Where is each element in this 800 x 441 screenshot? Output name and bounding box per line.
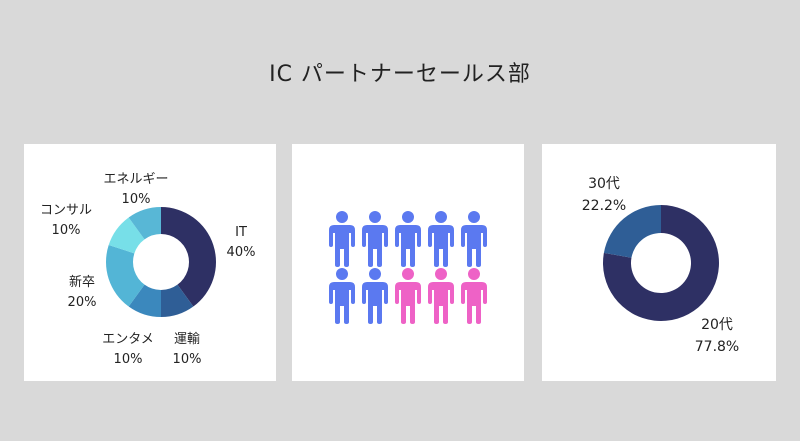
industry-donut-card: IT 40% 運輸 10% エンタメ 10% 新卒 20% コンサル 10% エネルギー 10%: [24, 144, 276, 381]
slice-label-1: 30代: [588, 176, 620, 192]
slice-value-1: 10%: [173, 352, 202, 367]
person-icon: [329, 268, 355, 324]
person-icon: [428, 268, 454, 324]
people-pictograph: [329, 211, 487, 324]
donut-slice-1: [161, 284, 194, 317]
donut-slice-3: [106, 245, 145, 307]
age-donut-card: 20代 77.8% 30代 22.2%: [542, 144, 776, 381]
slice-value-4: 10%: [52, 223, 81, 238]
person-icon: [461, 211, 487, 267]
person-icon: [362, 268, 388, 324]
slice-label-1: 運輸: [174, 332, 200, 347]
slice-value-2: 10%: [114, 352, 143, 367]
donut-slice-2: [128, 284, 161, 317]
slice-value-3: 20%: [68, 295, 97, 310]
slice-value-1: 22.2%: [582, 198, 626, 214]
slice-label-0: 20代: [701, 317, 733, 333]
slice-label-4: コンサル: [40, 203, 92, 218]
slice-value-0: 77.8%: [695, 339, 739, 355]
people-pictograph-card: [292, 144, 524, 381]
donut-slice-5: [128, 207, 161, 240]
donut-slice-0: [161, 207, 216, 307]
person-icon: [362, 211, 388, 267]
donut-slice-1: [603, 205, 661, 258]
slice-label-5: エネルギー: [103, 172, 168, 187]
slice-value-0: 40%: [227, 245, 256, 260]
person-icon: [395, 268, 421, 324]
person-icon: [428, 211, 454, 267]
person-icon: [395, 211, 421, 267]
industry-donut-chart: IT 40% 運輸 10% エンタメ 10% 新卒 20% コンサル 10% エネルギー 10%: [40, 172, 256, 367]
slice-label-3: 新卒: [69, 274, 95, 290]
age-donut-chart: 20代 77.8% 30代 22.2%: [582, 176, 739, 355]
person-icon: [329, 211, 355, 267]
slice-label-2: エンタメ: [102, 332, 154, 347]
person-icon: [461, 268, 487, 324]
slice-label-0: IT: [235, 225, 247, 240]
page-title: IC パートナーセールス部: [269, 62, 531, 87]
donut-slice-4: [108, 217, 145, 254]
donut-slice-0: [603, 205, 719, 321]
slice-value-5: 10%: [122, 192, 151, 207]
